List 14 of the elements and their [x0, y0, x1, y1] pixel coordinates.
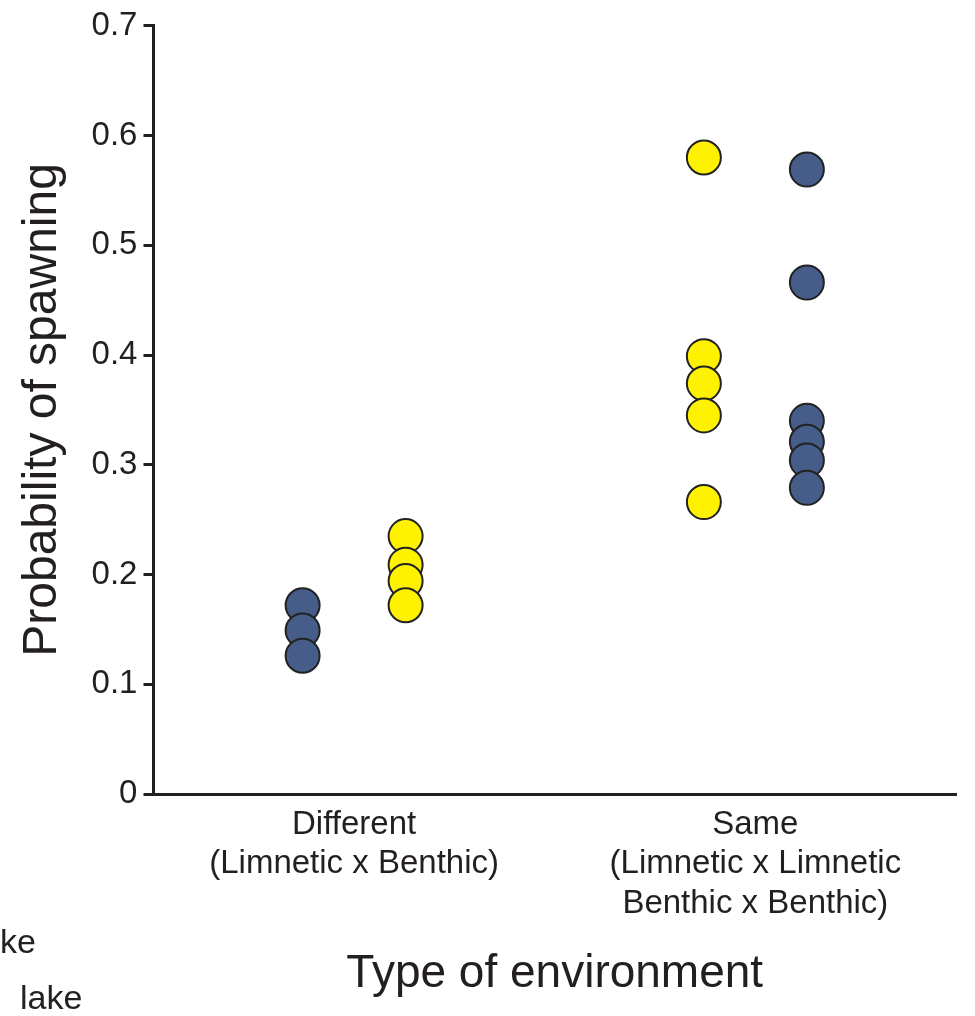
y-tick-label: 0.6: [91, 114, 138, 152]
text: ke: [0, 922, 36, 961]
y-tick-label: 0.3: [91, 443, 138, 481]
x-tick-label: Same (Limnetic x Limnetic Benthic x Benthic): [609, 803, 902, 921]
y-tick-label: 0.1: [91, 663, 138, 701]
y-tick-label: 0.2: [91, 553, 138, 591]
text: lake: [20, 978, 83, 1016]
y-axis-title: Probability of spawning: [13, 163, 67, 657]
y-tick-label: 0: [119, 773, 138, 811]
y-tick-label: 0.5: [91, 224, 138, 262]
x-axis-title: Type of environment: [346, 945, 764, 998]
x-tick-label: Different (Limnetic x Benthic): [209, 803, 499, 881]
y-tick-label: 0.4: [91, 334, 138, 372]
y-tick-label: 0.7: [91, 4, 138, 42]
